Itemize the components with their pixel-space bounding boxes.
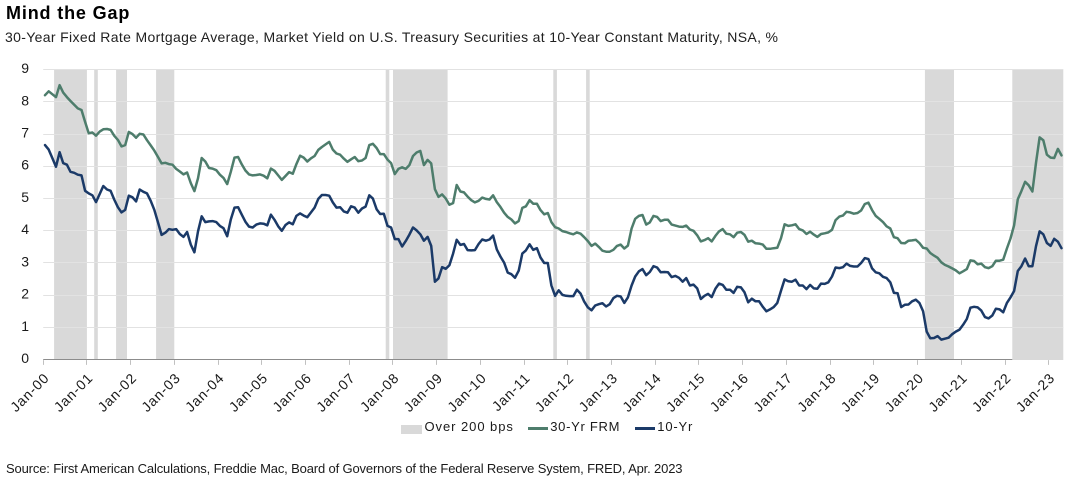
svg-text:Jan-04: Jan-04 [182, 370, 227, 415]
svg-text:Jan-12: Jan-12 [532, 370, 577, 415]
svg-text:Jan-03: Jan-03 [138, 370, 183, 415]
svg-text:Jan-18: Jan-18 [794, 370, 839, 415]
svg-text:6: 6 [21, 157, 29, 173]
svg-text:Jan-14: Jan-14 [619, 370, 664, 415]
svg-text:Jan-13: Jan-13 [575, 370, 620, 415]
svg-text:1: 1 [21, 318, 29, 334]
svg-text:Jan-10: Jan-10 [444, 370, 489, 415]
svg-text:Jan-00: Jan-00 [7, 370, 52, 415]
svg-text:Jan-07: Jan-07 [313, 370, 358, 415]
svg-text:Jan-08: Jan-08 [357, 370, 402, 415]
svg-text:Jan-02: Jan-02 [94, 370, 139, 415]
svg-text:8: 8 [21, 92, 29, 108]
svg-text:4: 4 [21, 221, 29, 237]
svg-text:Jan-19: Jan-19 [838, 370, 883, 415]
svg-text:Jan-05: Jan-05 [226, 370, 271, 415]
svg-text:7: 7 [21, 125, 29, 141]
svg-text:0: 0 [21, 350, 29, 366]
svg-text:Jan-06: Jan-06 [269, 370, 314, 415]
svg-text:Jan-21: Jan-21 [925, 370, 970, 415]
svg-text:2: 2 [21, 286, 29, 302]
svg-text:Jan-17: Jan-17 [750, 370, 795, 415]
svg-text:5: 5 [21, 189, 29, 205]
svg-text:Jan-09: Jan-09 [400, 370, 445, 415]
svg-text:Jan-22: Jan-22 [969, 370, 1014, 415]
svg-text:Jan-20: Jan-20 [881, 370, 926, 415]
svg-text:3: 3 [21, 253, 29, 269]
svg-text:Jan-23: Jan-23 [1013, 370, 1058, 415]
svg-text:9: 9 [21, 60, 29, 76]
svg-text:Jan-16: Jan-16 [706, 370, 751, 415]
svg-text:Jan-15: Jan-15 [663, 370, 708, 415]
svg-text:Jan-01: Jan-01 [51, 370, 96, 415]
svg-text:Jan-11: Jan-11 [489, 370, 534, 415]
